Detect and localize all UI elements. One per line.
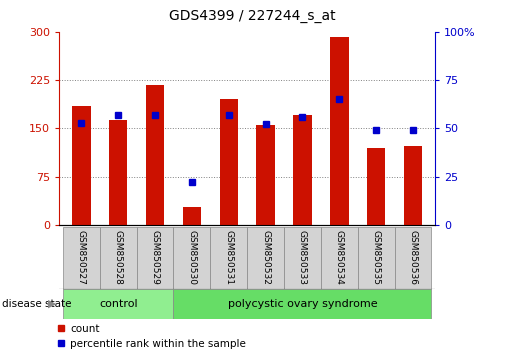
- Text: disease state: disease state: [2, 298, 71, 309]
- Bar: [404, 146, 422, 225]
- Bar: [321, 227, 358, 289]
- Text: control: control: [99, 298, 138, 309]
- Bar: [293, 115, 312, 225]
- Legend: count, percentile rank within the sample: count, percentile rank within the sample: [57, 324, 246, 349]
- Text: ▶: ▶: [48, 298, 57, 309]
- Bar: [247, 227, 284, 289]
- Text: GDS4399 / 227244_s_at: GDS4399 / 227244_s_at: [169, 9, 336, 23]
- Bar: [394, 227, 432, 289]
- Text: GSM850534: GSM850534: [335, 230, 344, 285]
- Bar: [330, 37, 349, 225]
- Text: GSM850536: GSM850536: [408, 230, 418, 285]
- Text: GSM850533: GSM850533: [298, 230, 307, 285]
- Bar: [183, 207, 201, 225]
- Bar: [136, 227, 174, 289]
- Bar: [219, 99, 238, 225]
- Bar: [63, 289, 174, 319]
- Bar: [146, 85, 164, 225]
- Text: GSM850532: GSM850532: [261, 230, 270, 285]
- Bar: [63, 227, 100, 289]
- Text: polycystic ovary syndrome: polycystic ovary syndrome: [228, 298, 377, 309]
- Text: GSM850527: GSM850527: [77, 230, 86, 285]
- Text: GSM850529: GSM850529: [150, 230, 160, 285]
- Bar: [109, 120, 127, 225]
- Text: GSM850535: GSM850535: [372, 230, 381, 285]
- Bar: [358, 227, 394, 289]
- Bar: [174, 289, 432, 319]
- Bar: [284, 227, 321, 289]
- Text: GSM850530: GSM850530: [187, 230, 196, 285]
- Bar: [174, 227, 210, 289]
- Bar: [210, 227, 247, 289]
- Text: GSM850531: GSM850531: [224, 230, 233, 285]
- Bar: [72, 106, 91, 225]
- Bar: [100, 227, 136, 289]
- Bar: [256, 125, 275, 225]
- Bar: [367, 148, 385, 225]
- Text: GSM850528: GSM850528: [114, 230, 123, 285]
